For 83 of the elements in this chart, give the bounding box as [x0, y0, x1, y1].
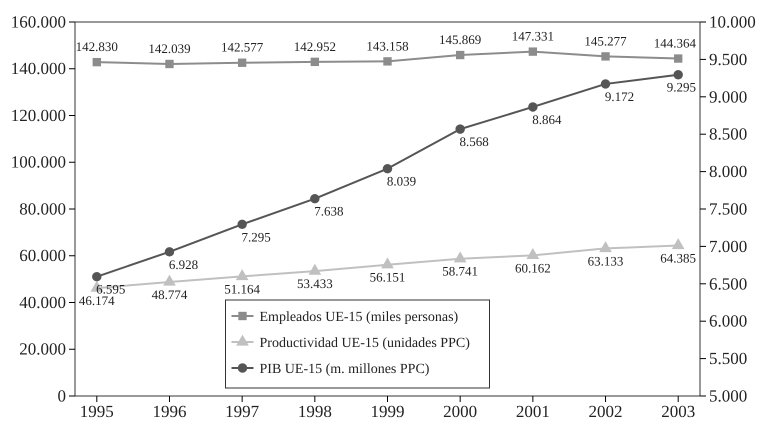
data-label: 142.039 [148, 40, 191, 56]
point [163, 274, 176, 286]
point [238, 58, 246, 67]
point [455, 124, 465, 134]
x-tick-label: 1999 [370, 402, 404, 422]
point [528, 47, 538, 56]
x-tick-label: 2000 [443, 402, 478, 422]
data-label: 48.774 [152, 286, 188, 302]
point [381, 257, 394, 268]
y2-tick-label: 9.000 [709, 87, 748, 106]
y2-tick-label: 7.500 [709, 199, 748, 218]
point [237, 220, 247, 230]
point [672, 238, 685, 250]
y2-tick-label: 8.000 [709, 162, 748, 182]
point [92, 272, 102, 282]
data-label: 9.295 [666, 80, 696, 95]
y2-tick-label: 10.000 [709, 12, 756, 32]
legend-label: PIB UE-15 (m. millones PPC) [260, 362, 430, 377]
data-label: 8.568 [460, 134, 489, 150]
point [454, 251, 467, 262]
data-label: 51.164 [224, 281, 261, 296]
data-label: 53.433 [296, 276, 333, 292]
data-label: 8.864 [532, 112, 562, 127]
point [164, 247, 174, 256]
point [165, 60, 174, 68]
data-label: 7.638 [314, 204, 344, 219]
data-label: 9.172 [604, 88, 634, 104]
y2-tick-label: 6.500 [709, 274, 748, 294]
x-tick-label: 2002 [588, 402, 623, 422]
point [236, 269, 249, 280]
y-tick-label: 80.000 [19, 199, 66, 218]
point [600, 79, 610, 89]
y-tick-label: 20.000 [19, 340, 66, 359]
point [526, 248, 540, 260]
point [674, 54, 682, 63]
point [382, 164, 392, 174]
point [92, 58, 101, 66]
data-label: 7.295 [242, 229, 271, 244]
data-label: 142.577 [221, 40, 264, 55]
data-label: 142.830 [76, 39, 118, 54]
data-label: 64.385 [660, 250, 696, 266]
point [310, 194, 320, 204]
data-label: 144.364 [654, 36, 696, 51]
y2-tick-label: 8.500 [709, 124, 748, 144]
y2-tick-label: 5.500 [709, 349, 748, 368]
y-tick-label: 100.000 [10, 152, 66, 172]
y2-tick-label: 6.000 [709, 312, 748, 331]
point [383, 57, 392, 66]
data-label: 145.869 [439, 32, 482, 48]
y2-tick-label: 9.500 [709, 50, 748, 69]
point [601, 52, 610, 61]
y-tick-label: 0 [58, 386, 66, 406]
x-tick-label: 1995 [80, 402, 114, 422]
y2-tick-label: 5.000 [709, 386, 748, 406]
point [528, 102, 538, 112]
point [310, 58, 320, 66]
point [673, 70, 683, 80]
y-tick-label: 40.000 [19, 292, 66, 312]
data-label: 142.952 [294, 38, 336, 54]
data-label: 58.741 [442, 264, 478, 279]
y-tick-label: 60.000 [19, 246, 66, 266]
data-label: 60.162 [514, 260, 551, 276]
x-tick-label: 2003 [661, 402, 696, 422]
y-tick-label: 140.000 [10, 59, 66, 78]
x-tick-label: 1996 [152, 402, 186, 422]
y-tick-label: 120.000 [10, 106, 66, 125]
data-label: 143.158 [366, 38, 409, 54]
point [308, 264, 322, 275]
legend-label: Productividad UE-15 (unidades PPC) [260, 336, 470, 351]
data-label: 145.277 [584, 33, 628, 48]
data-label: 56.151 [370, 270, 406, 285]
x-tick-label: 1998 [298, 402, 332, 422]
y2-tick-label: 7.000 [709, 236, 748, 256]
x-tick-label: 1997 [225, 402, 260, 422]
y-tick-label: 160.000 [10, 12, 66, 32]
point [599, 241, 612, 252]
data-label: 63.133 [588, 253, 624, 268]
legend-label: Empleados UE-15 (miles personas) [260, 310, 459, 325]
x-tick-label: 2001 [516, 402, 550, 422]
data-label: 8.039 [386, 174, 416, 189]
data-label: 147.331 [512, 28, 554, 44]
data-label: 6.928 [168, 256, 198, 272]
point [456, 50, 464, 60]
